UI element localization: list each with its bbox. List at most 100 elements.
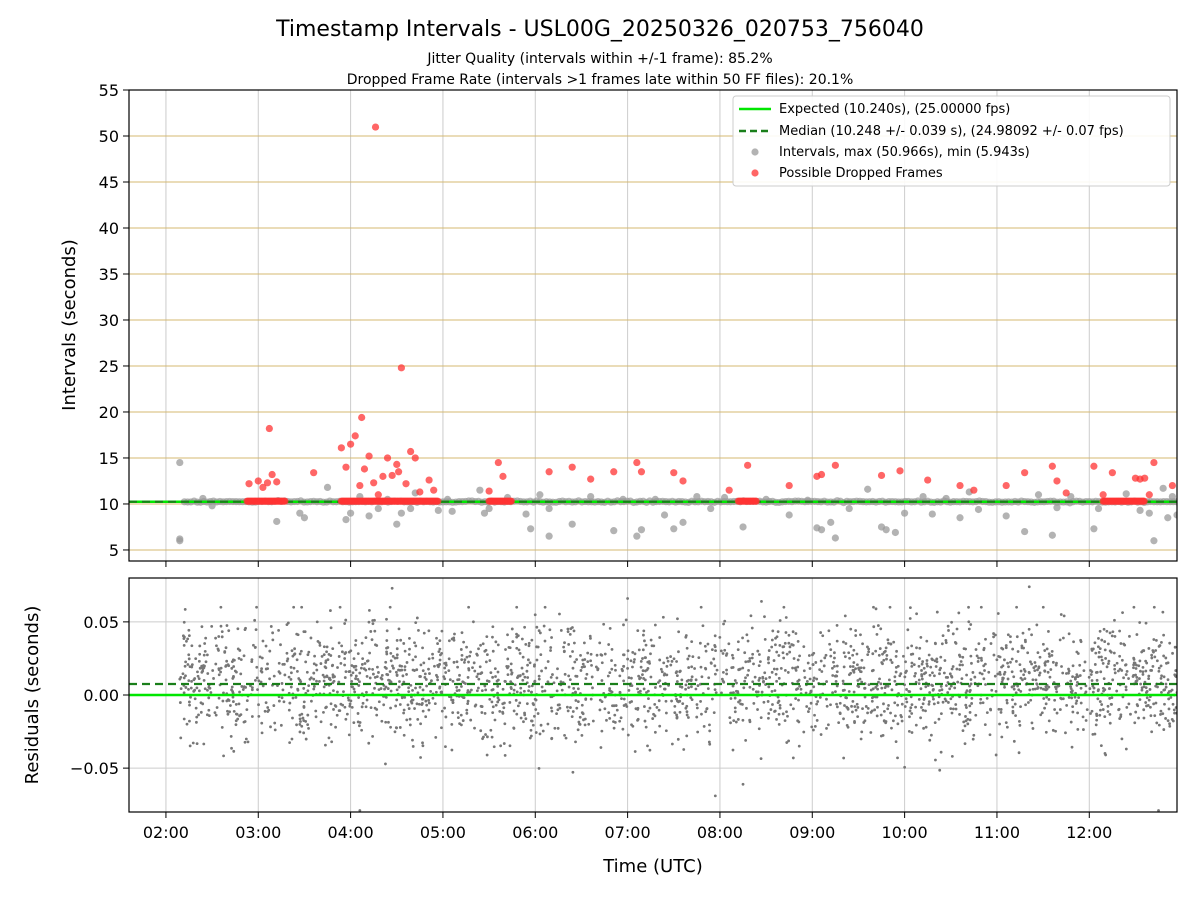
residual-point bbox=[1006, 633, 1010, 637]
residual-point bbox=[648, 662, 651, 665]
dropped-frame-point bbox=[633, 458, 641, 467]
residual-point bbox=[704, 710, 708, 714]
residual-point bbox=[476, 686, 480, 690]
residual-point bbox=[391, 664, 394, 668]
residual-point bbox=[395, 698, 399, 702]
residual-point bbox=[368, 676, 372, 680]
residual-point bbox=[857, 666, 860, 670]
dropped-frame-point bbox=[254, 477, 262, 485]
residual-point bbox=[637, 648, 641, 652]
residual-point bbox=[272, 674, 276, 678]
residual-point bbox=[1115, 661, 1119, 665]
residual-point bbox=[526, 663, 529, 667]
interval-point bbox=[476, 486, 484, 494]
residual-point bbox=[1090, 709, 1094, 713]
residual-point bbox=[625, 705, 629, 708]
residual-point bbox=[690, 685, 693, 689]
residual-point bbox=[643, 678, 647, 682]
residual-point bbox=[1005, 701, 1009, 705]
residual-point bbox=[998, 670, 1002, 674]
residual-point bbox=[315, 668, 319, 672]
residual-point bbox=[236, 627, 240, 631]
residual-point bbox=[950, 675, 954, 679]
residual-point bbox=[874, 685, 878, 689]
residual-point bbox=[483, 711, 487, 715]
residual-point bbox=[515, 712, 519, 716]
residual-point bbox=[484, 648, 488, 652]
residual-point bbox=[938, 668, 942, 672]
residual-point bbox=[1154, 684, 1158, 688]
residual-point bbox=[527, 685, 531, 688]
residual-point bbox=[999, 710, 1003, 714]
residual-point bbox=[674, 671, 678, 675]
intervals-ytick-label: 30 bbox=[99, 311, 119, 330]
residual-point bbox=[899, 672, 903, 676]
residual-point bbox=[1037, 673, 1041, 677]
residual-point bbox=[245, 708, 249, 712]
residual-point bbox=[812, 679, 815, 682]
residual-point bbox=[268, 649, 272, 653]
residual-point bbox=[202, 678, 206, 682]
residual-point bbox=[1043, 669, 1047, 673]
residual-point bbox=[427, 667, 430, 671]
residual-point bbox=[1107, 662, 1110, 666]
residual-point bbox=[509, 662, 513, 666]
residual-point bbox=[586, 660, 590, 664]
interval-point bbox=[974, 505, 983, 514]
residual-point bbox=[906, 646, 910, 650]
residual-point bbox=[954, 707, 958, 711]
interval-point bbox=[679, 518, 687, 526]
residual-point bbox=[568, 632, 572, 636]
residual-point bbox=[535, 658, 539, 662]
dropped-frame-point bbox=[587, 475, 595, 483]
residual-point bbox=[919, 635, 923, 639]
residual-point bbox=[983, 723, 987, 727]
residual-point bbox=[600, 653, 604, 657]
residual-point bbox=[630, 723, 633, 727]
residual-point bbox=[826, 723, 830, 727]
residual-point bbox=[556, 667, 559, 671]
residual-point bbox=[1043, 663, 1047, 667]
residual-point bbox=[958, 663, 962, 667]
residual-point bbox=[838, 712, 842, 715]
residual-point bbox=[1163, 702, 1166, 706]
residual-point bbox=[571, 626, 574, 629]
residual-point bbox=[204, 660, 208, 664]
residual-point bbox=[307, 684, 311, 688]
residual-point bbox=[607, 643, 611, 646]
residual-point bbox=[460, 685, 463, 688]
residual-point bbox=[1118, 654, 1122, 658]
residual-point bbox=[1035, 623, 1039, 627]
residual-point bbox=[735, 689, 738, 693]
residual-point bbox=[894, 670, 898, 674]
residual-point bbox=[695, 703, 699, 706]
residual-point bbox=[860, 680, 864, 684]
residual-point bbox=[1035, 682, 1039, 686]
residual-point bbox=[658, 684, 662, 688]
residual-point bbox=[196, 670, 199, 674]
residual-point bbox=[1100, 703, 1104, 706]
residual-point bbox=[932, 687, 935, 691]
residual-point bbox=[767, 712, 771, 715]
residual-point bbox=[620, 697, 623, 700]
residual-point bbox=[984, 637, 987, 641]
xtick-label: 08:00 bbox=[697, 823, 743, 842]
residual-point bbox=[502, 742, 506, 745]
residual-point bbox=[505, 664, 509, 668]
residual-point bbox=[203, 642, 207, 645]
residual-point bbox=[578, 715, 582, 719]
residual-point bbox=[1090, 647, 1094, 651]
residual-point bbox=[835, 639, 839, 643]
residual-point bbox=[856, 684, 860, 688]
residual-point bbox=[550, 636, 553, 639]
residual-point bbox=[266, 706, 270, 709]
residual-point bbox=[253, 645, 257, 649]
residual-point bbox=[960, 677, 964, 681]
residual-point bbox=[402, 642, 406, 645]
residual-point bbox=[566, 709, 570, 713]
residual-point bbox=[280, 682, 284, 685]
residual-point bbox=[534, 731, 538, 734]
residual-point bbox=[576, 728, 580, 732]
residual-point bbox=[851, 699, 855, 703]
